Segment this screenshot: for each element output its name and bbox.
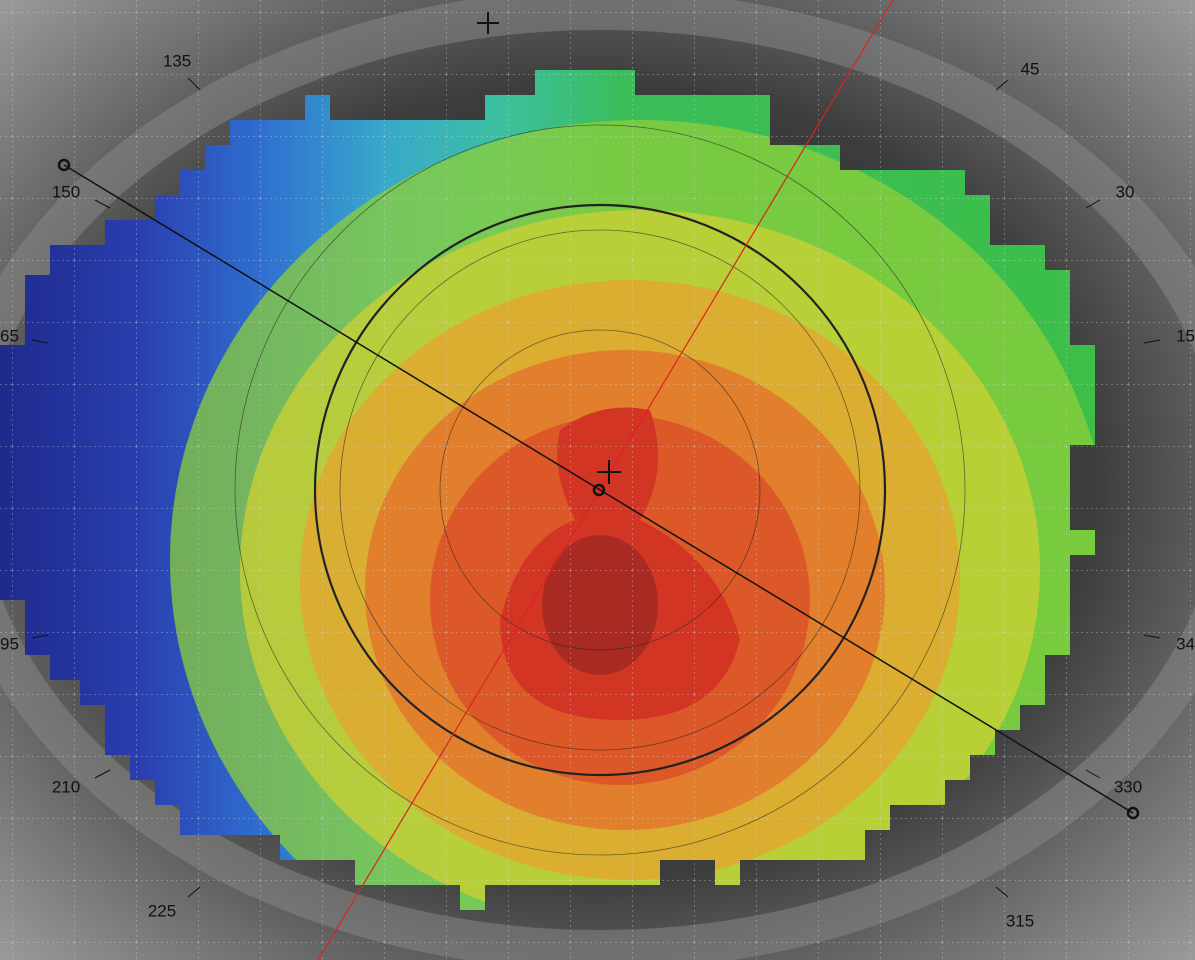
angle-label: 225 <box>148 901 176 920</box>
endpoint <box>1126 806 1140 820</box>
angle-label: 135 <box>163 51 191 70</box>
angle-tick <box>1143 339 1161 344</box>
angle-label: 150 <box>52 182 80 201</box>
angle-tick <box>94 199 111 209</box>
angle-labels: 135 45 150 30 65 15 95 34 210 330 225 315 <box>0 51 1195 930</box>
angle-tick <box>1085 769 1101 779</box>
angle-label: 210 <box>52 777 80 796</box>
angle-tick <box>31 339 49 344</box>
angle-label: 315 <box>1006 911 1034 930</box>
angle-label: 30 <box>1116 182 1135 201</box>
axis-line <box>317 0 894 960</box>
crosshair <box>477 12 621 484</box>
angle-label: 330 <box>1114 777 1142 796</box>
angle-tick <box>94 769 111 779</box>
rings <box>234 124 966 856</box>
meridian-line <box>63 164 1134 814</box>
angle-label: 15 <box>1176 326 1195 345</box>
endpoint <box>57 158 71 172</box>
angle-tick <box>187 77 201 91</box>
angle-tick <box>187 886 201 898</box>
angle-tick <box>995 79 1009 91</box>
angle-tick <box>1085 199 1101 209</box>
angle-label: 34 <box>1176 634 1195 653</box>
angle-label: 65 <box>0 326 19 345</box>
angle-tick <box>1143 634 1161 639</box>
angle-label: 45 <box>1021 59 1040 78</box>
angle-tick <box>995 886 1009 898</box>
angle-tick <box>31 634 49 639</box>
angle-label: 95 <box>0 634 19 653</box>
center <box>592 483 606 497</box>
